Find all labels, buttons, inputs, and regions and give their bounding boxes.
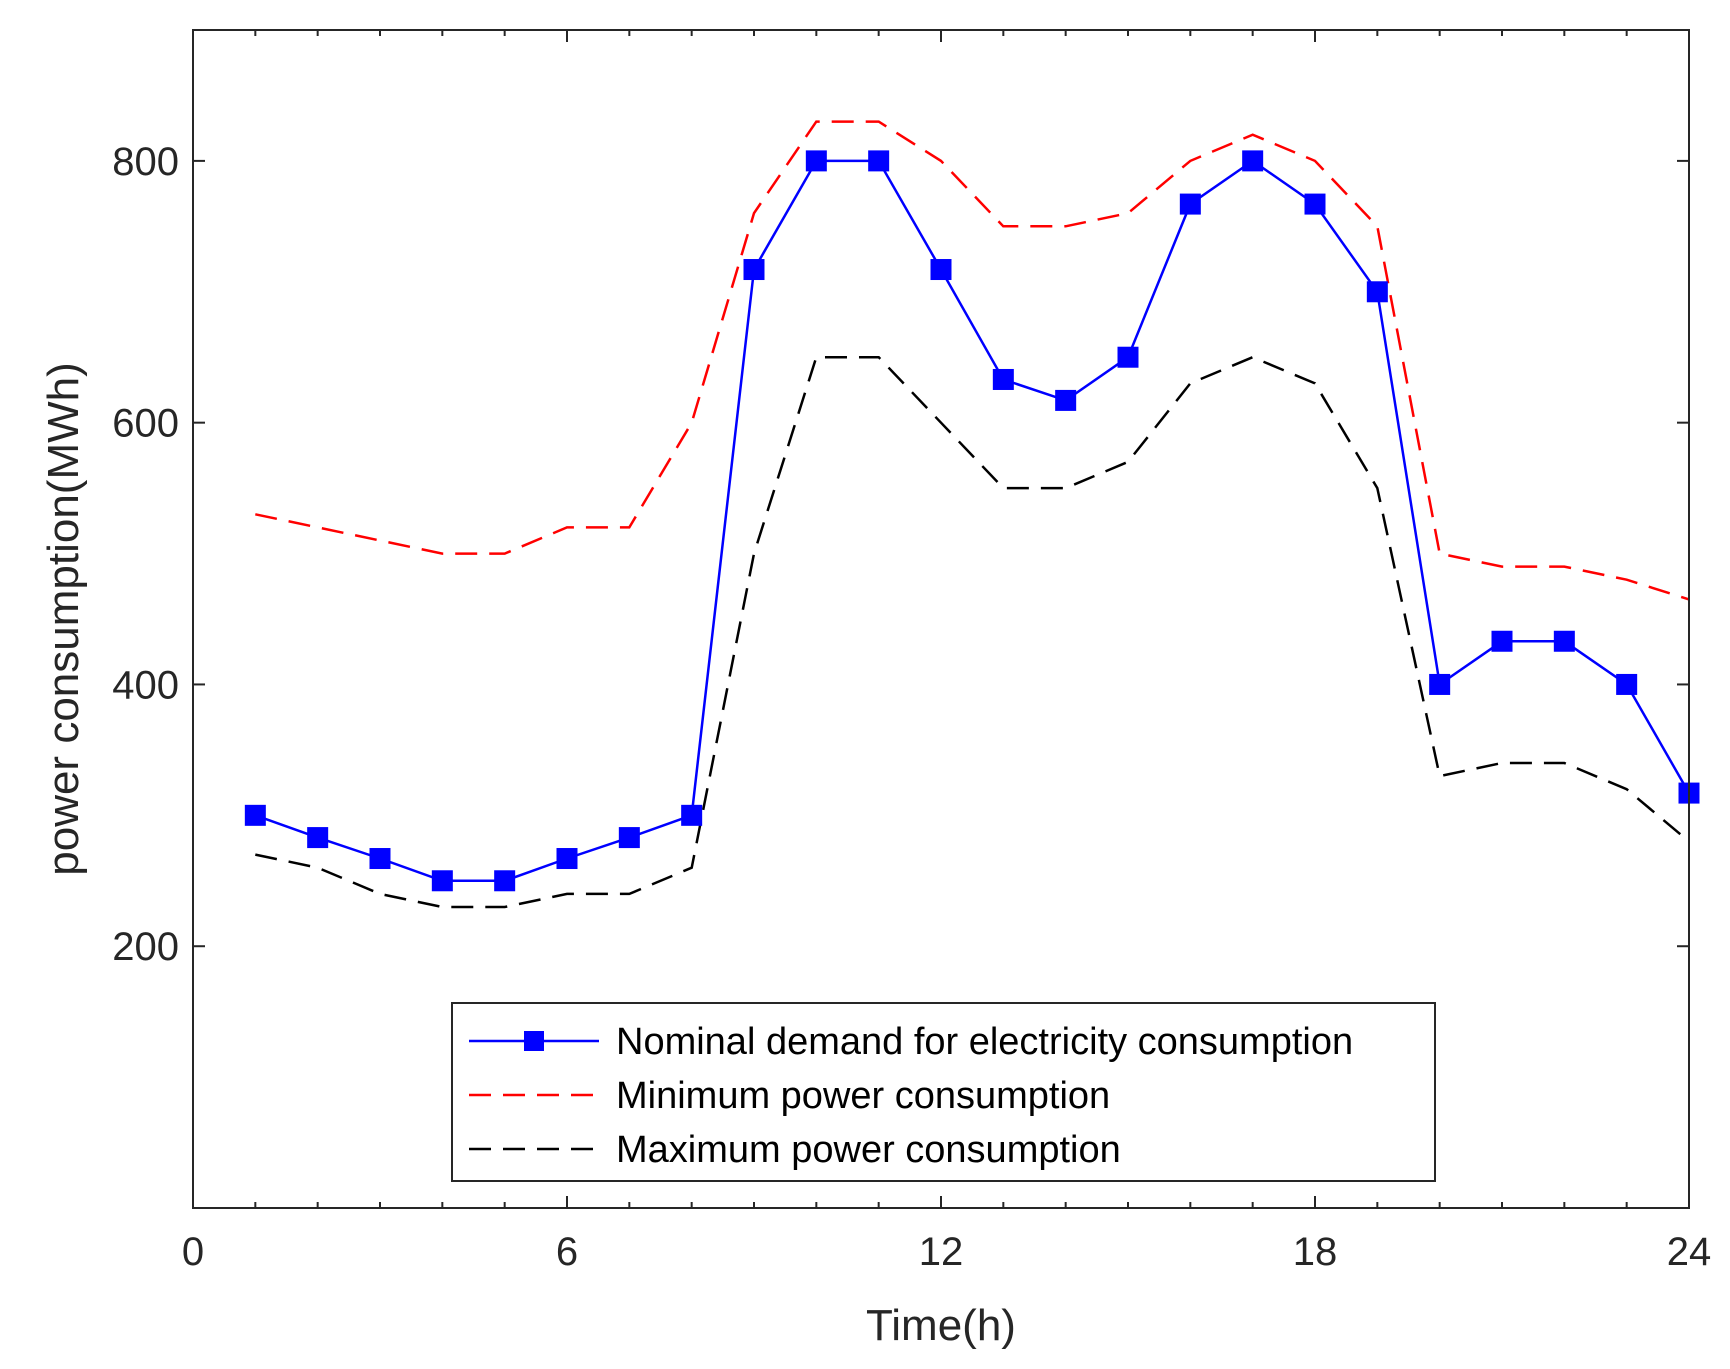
data-point-marker	[1366, 281, 1388, 303]
x-axis-title: Time(h)	[866, 1301, 1016, 1350]
data-point-marker	[494, 870, 516, 892]
data-point-marker	[618, 827, 640, 849]
plot-frame	[192, 29, 1690, 1209]
x-tick-label: 12	[919, 1230, 964, 1274]
data-point-marker	[1491, 630, 1513, 652]
y-axis-title: power consumption(MWh)	[39, 362, 88, 876]
data-point-marker	[805, 150, 827, 172]
data-point-marker	[992, 368, 1014, 390]
data-point-marker	[431, 870, 453, 892]
data-point-marker	[307, 827, 329, 849]
data-point-marker	[1242, 150, 1264, 172]
legend-label: Minimum power consumption	[616, 1075, 1110, 1117]
y-tick-label: 200	[112, 925, 179, 969]
data-point-marker	[868, 150, 890, 172]
legend-label: Maximum power consumption	[616, 1129, 1121, 1171]
y-tick-label: 800	[112, 140, 179, 184]
data-point-marker	[1304, 193, 1326, 215]
data-point-marker	[1616, 673, 1638, 695]
legend: Nominal demand for electricity consumpti…	[451, 1002, 1436, 1182]
data-point-marker	[1117, 346, 1139, 368]
data-point-marker	[1429, 673, 1451, 695]
series-line	[255, 355, 1690, 909]
legend-marker-swatch	[524, 1031, 544, 1051]
data-point-marker	[930, 259, 952, 281]
data-point-marker	[743, 259, 765, 281]
x-tick-label: 6	[556, 1230, 578, 1274]
data-point-marker	[1553, 630, 1575, 652]
y-tick-label: 600	[112, 402, 179, 446]
data-point-marker	[369, 848, 391, 870]
tick-layer: 0 6 12 18 24 200 400 600 800	[112, 30, 1711, 1274]
data-point-marker	[1179, 193, 1201, 215]
data-point-marker	[244, 804, 266, 826]
data-point-marker	[1055, 389, 1077, 411]
series-line	[255, 120, 1690, 601]
x-tick-label: 0	[182, 1230, 204, 1274]
data-point-marker	[556, 848, 578, 870]
data-point-marker	[681, 804, 703, 826]
y-tick-label: 400	[112, 663, 179, 707]
series-layer	[244, 120, 1700, 909]
x-tick-label: 18	[1293, 1230, 1338, 1274]
x-tick-label: 24	[1667, 1230, 1712, 1274]
legend-box	[451, 1002, 1436, 1182]
legend-label: Nominal demand for electricity consumpti…	[616, 1021, 1353, 1063]
